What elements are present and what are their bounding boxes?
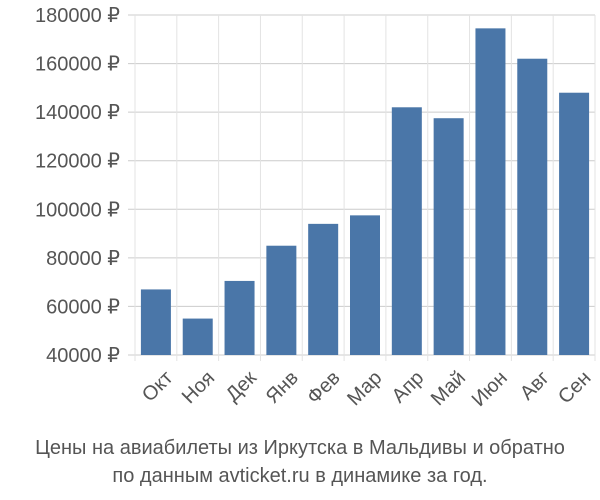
x-tick-label: Авг xyxy=(516,367,554,405)
bar-11 xyxy=(559,92,590,355)
x-tick-label: Мар xyxy=(343,367,386,410)
bars xyxy=(140,28,590,356)
grid xyxy=(128,14,596,361)
x-tick-label: Июн xyxy=(468,367,512,411)
y-tick-label: 180000 ₽ xyxy=(35,5,120,27)
bar-4 xyxy=(266,245,297,355)
caption-line-2: по данным avticket.ru в динамике за год. xyxy=(112,465,487,487)
x-tick-label: Янв xyxy=(262,367,303,408)
y-axis-ticks: 40000 ₽ 60000 ₽ 80000 ₽ 100000 ₽ 120000 ₽ 140… xyxy=(35,5,120,367)
bar-1 xyxy=(140,289,171,355)
y-tick-label: 160000 ₽ xyxy=(35,54,120,76)
y-tick-label: 120000 ₽ xyxy=(35,151,120,173)
x-tick-label: Окт xyxy=(138,367,177,406)
bar-3 xyxy=(224,280,255,355)
x-tick-label: Ноя xyxy=(178,367,219,408)
bar-9 xyxy=(475,28,506,355)
bar-10 xyxy=(517,58,548,355)
bar-8 xyxy=(433,118,464,355)
y-tick-label: 40000 ₽ xyxy=(46,345,120,367)
x-tick-label: Сен xyxy=(554,367,595,408)
bar-6 xyxy=(350,215,380,355)
bar-5 xyxy=(308,223,339,355)
x-tick-label: Дек xyxy=(222,367,261,406)
y-tick-label: 80000 ₽ xyxy=(46,248,120,270)
y-tick-label: 60000 ₽ xyxy=(46,296,120,318)
y-tick-label: 100000 ₽ xyxy=(35,199,120,221)
x-tick-label: Апр xyxy=(388,367,429,408)
x-tick-label: Фев xyxy=(303,367,345,409)
y-tick-label: 140000 ₽ xyxy=(35,102,120,124)
bar-2 xyxy=(182,318,213,355)
x-tick-label: Май xyxy=(427,367,470,410)
caption-line-1: Цены на авиабилеты из Иркутска в Мальдив… xyxy=(35,437,565,459)
bar-7 xyxy=(391,107,422,356)
